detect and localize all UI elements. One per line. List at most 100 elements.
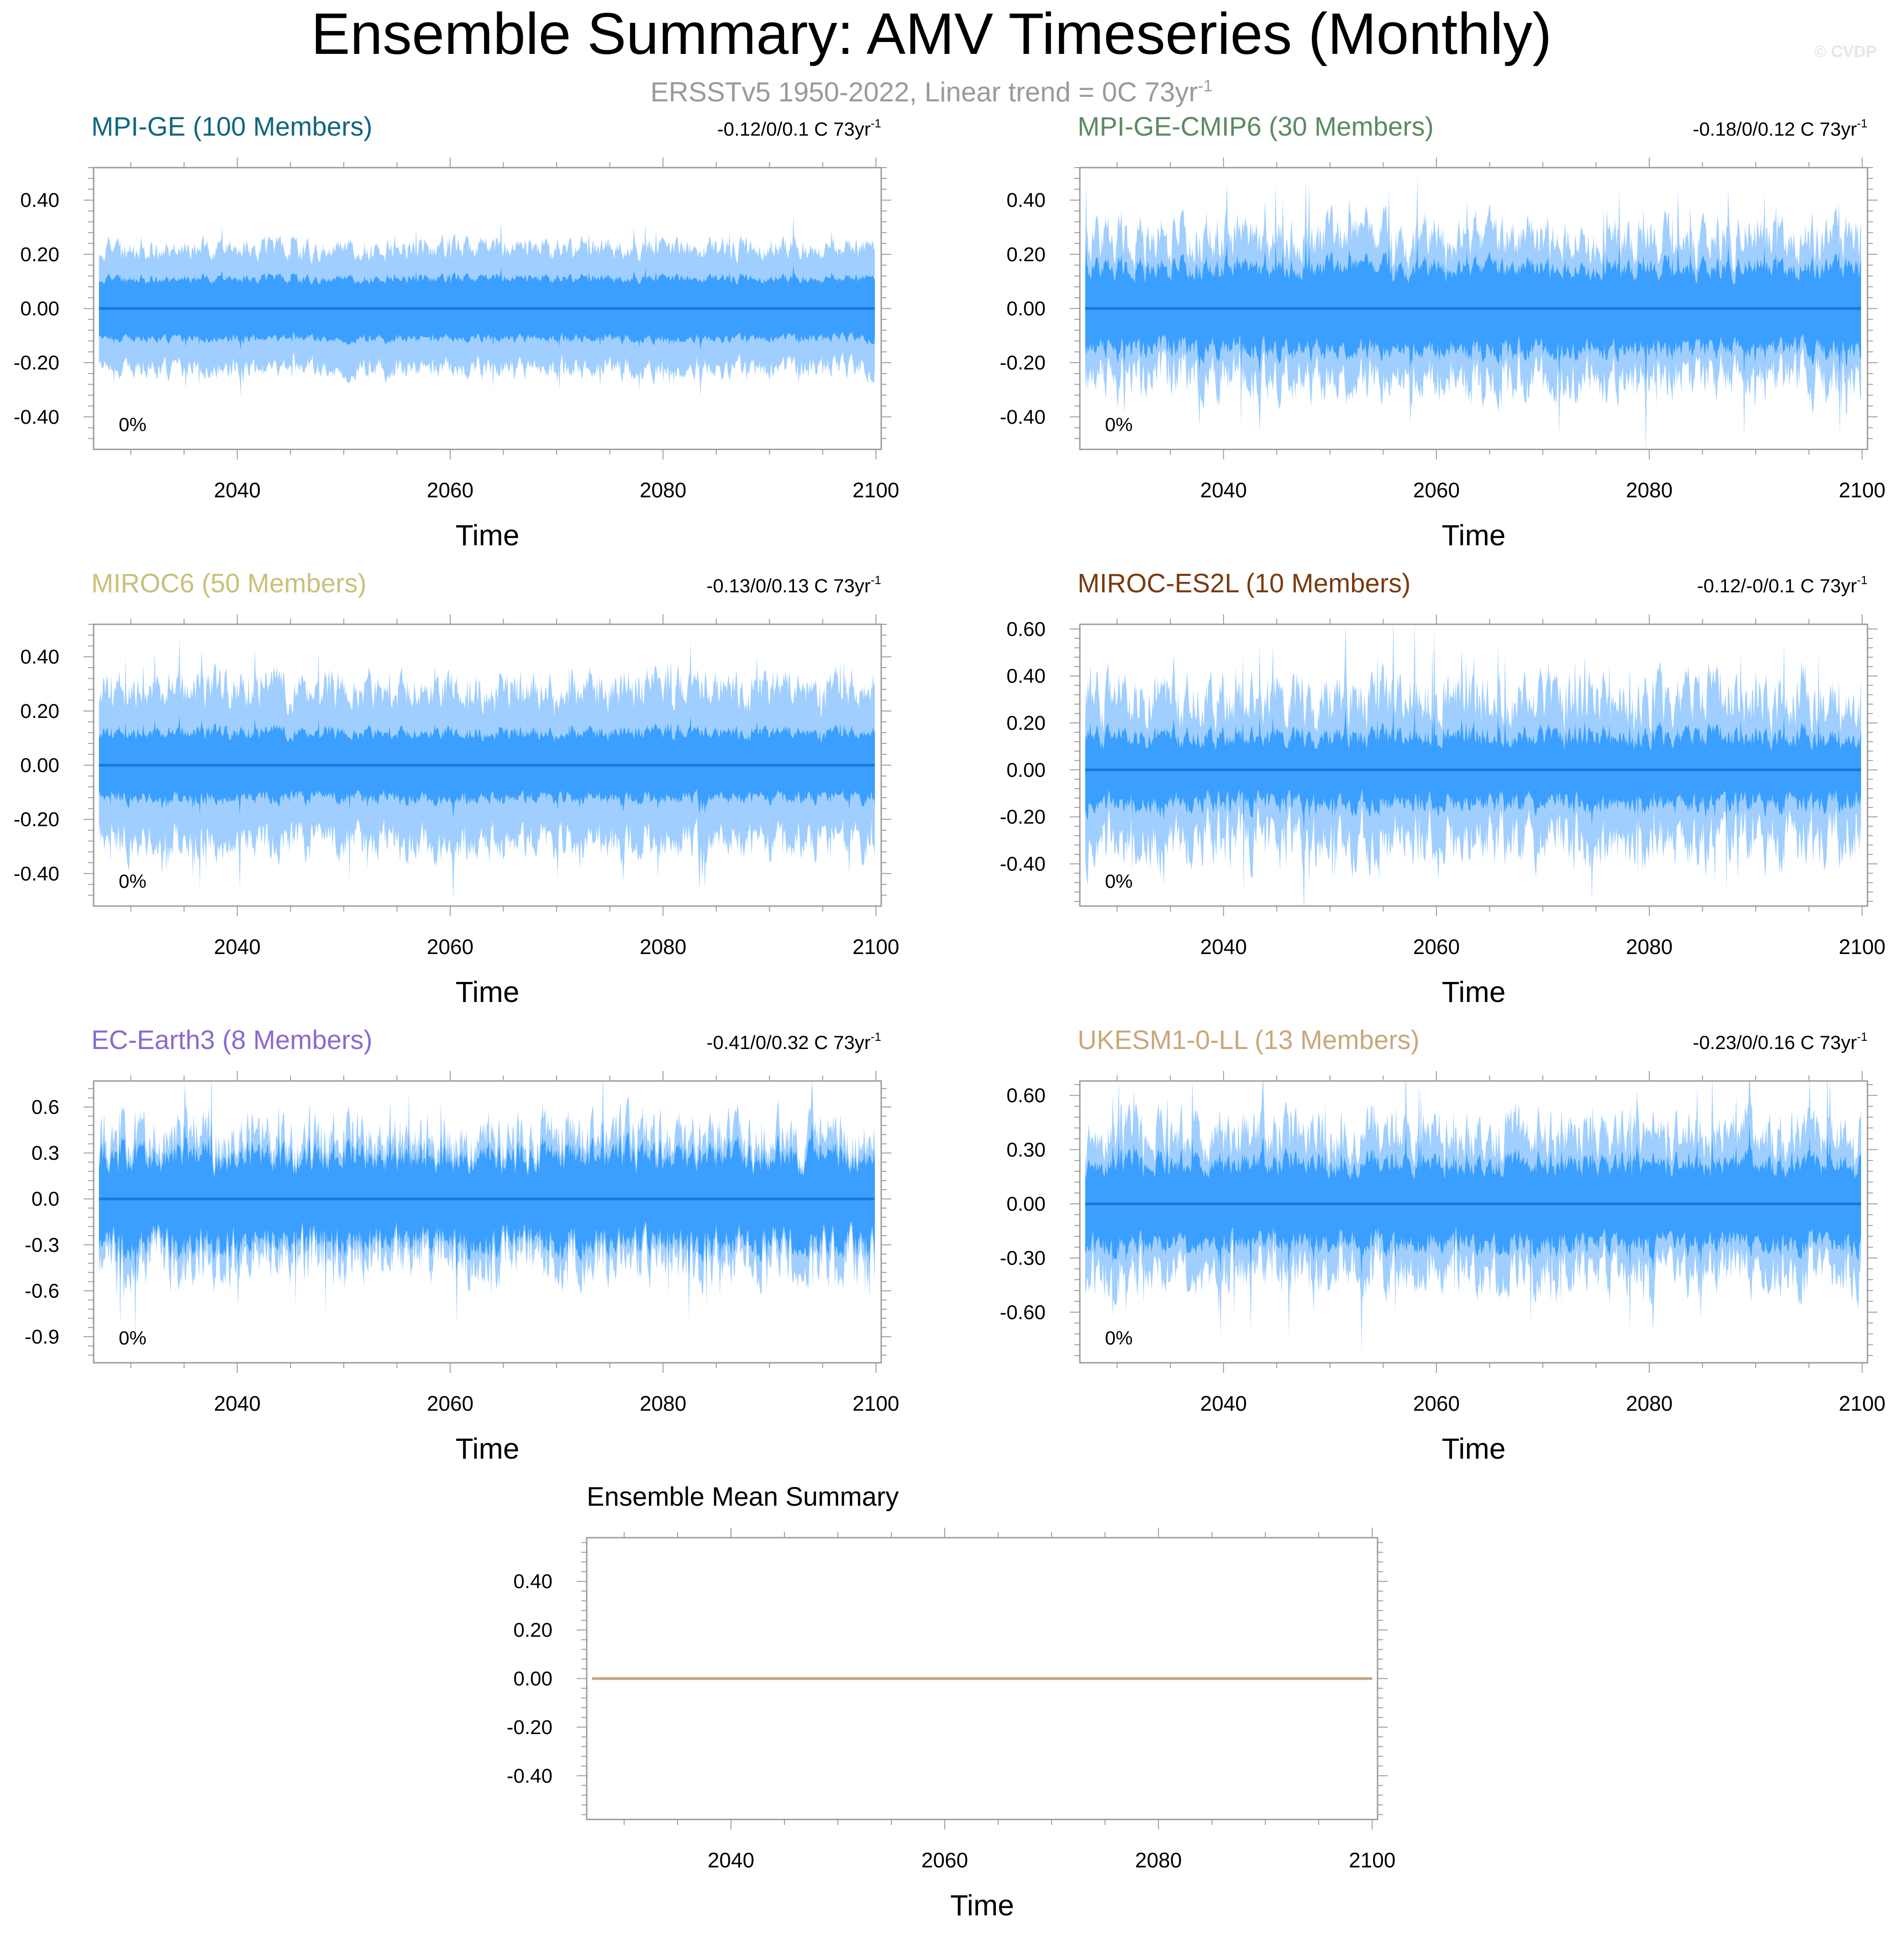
- percent-label: 0%: [119, 1327, 147, 1349]
- x-tick-label: 2100: [852, 1392, 899, 1415]
- trend-sup: -1: [1857, 116, 1867, 130]
- y-tick-label: -0.20: [1000, 806, 1046, 828]
- x-tick-label: 2040: [214, 1392, 261, 1415]
- plot-area: [99, 638, 875, 901]
- trend-label: -0.41/0/0.32 C 73yr-1: [706, 1030, 881, 1053]
- y-tick-label: 0.60: [1006, 1085, 1046, 1107]
- plot-frame: [1079, 1080, 1868, 1364]
- percent-label: 0%: [119, 870, 147, 892]
- x-tick-label: 2100: [1349, 1848, 1395, 1872]
- figure-title: Ensemble Summary: AMV Timeseries (Monthl…: [311, 1, 1552, 67]
- panels: MPI-GE (100 Members) -0.12/0/0.1 C 73yr-1…: [14, 112, 1886, 1922]
- panel-title: MIROC-ES2L (10 Members): [1078, 569, 1410, 598]
- panel-title: MPI-GE-CMIP6 (30 Members): [1078, 112, 1434, 142]
- y-tick-label: -0.40: [1000, 853, 1046, 875]
- plot-area: [1085, 176, 1862, 449]
- x-tick-label: 2100: [1839, 478, 1885, 502]
- y-tick-label: 0.00: [20, 298, 59, 320]
- y-tick-label: 0.30: [1006, 1139, 1046, 1161]
- x-tick-label: 2060: [1413, 478, 1460, 502]
- x-tick-label: 2060: [427, 935, 473, 959]
- x-tick-label: 2100: [852, 935, 899, 959]
- trend-text: -0.13/0/0.13 C 73yr: [706, 575, 871, 596]
- x-tick-label: 2060: [427, 1392, 473, 1415]
- x-tick-label: 2080: [640, 935, 686, 959]
- percent-label: 0%: [119, 414, 147, 435]
- x-tick-label: 2100: [852, 478, 899, 502]
- y-tick-label: 0.20: [1006, 712, 1046, 734]
- y-tick-label: -0.6: [25, 1280, 59, 1302]
- inner-spread-band: [99, 715, 875, 819]
- percent-label: 0%: [1105, 870, 1133, 892]
- y-tick-label: 0.40: [1006, 189, 1046, 211]
- x-tick-label: 2080: [640, 1392, 686, 1415]
- x-axis-label: Time: [456, 1432, 520, 1465]
- x-tick-label: 2040: [1200, 1392, 1247, 1415]
- x-tick-label: 2040: [214, 478, 261, 502]
- panel-4: MIROC-ES2L (10 Members) -0.12/-0/0.1 C 73…: [1000, 569, 1886, 1008]
- panel-7: Ensemble Mean Summary 0.40 0.20 0.00 -0.20 -0…: [507, 1482, 1396, 1922]
- x-axis-label: Time: [950, 1889, 1014, 1922]
- panel-1: MPI-GE (100 Members) -0.12/0/0.1 C 73yr-1…: [14, 112, 899, 552]
- x-axis-label: Time: [1442, 519, 1506, 552]
- y-tick-label: -0.20: [14, 352, 59, 374]
- x-tick-label: 2040: [708, 1848, 754, 1872]
- x-axis-label: Time: [1442, 975, 1506, 1008]
- trend-label: -0.12/0/0.1 C 73yr-1: [717, 116, 881, 140]
- y-tick-label: -0.60: [1000, 1301, 1046, 1323]
- x-tick-label: 2040: [1200, 935, 1247, 959]
- y-tick-label: 0.00: [513, 1668, 552, 1690]
- inner-spread-band: [99, 1117, 875, 1284]
- x-tick-label: 2060: [1413, 935, 1460, 959]
- y-tick-label: 0.00: [1006, 1193, 1046, 1215]
- y-tick-label: 0.40: [1006, 665, 1046, 687]
- x-axis-label: Time: [1442, 1432, 1506, 1465]
- y-tick-label: -0.20: [14, 808, 59, 831]
- trend-text: -0.18/0/0.12 C 73yr: [1693, 118, 1857, 140]
- y-tick-label: -0.40: [14, 406, 59, 428]
- trend-label: -0.23/0/0.16 C 73yr-1: [1693, 1030, 1867, 1053]
- y-tick-label: -0.40: [14, 863, 59, 885]
- x-tick-label: 2040: [214, 935, 261, 959]
- x-tick-label: 2080: [640, 478, 686, 502]
- y-tick-label: 0.00: [20, 754, 59, 777]
- plot-area: [99, 215, 875, 397]
- percent-label: 0%: [1105, 1327, 1133, 1349]
- y-tick-label: -0.40: [1000, 406, 1046, 428]
- x-axis-label: Time: [456, 519, 520, 552]
- x-tick-label: 2060: [1413, 1392, 1460, 1415]
- y-tick-label: 0.00: [1006, 759, 1046, 781]
- trend-label: -0.12/-0/0.1 C 73yr-1: [1697, 573, 1867, 596]
- panel-5: EC-Earth3 (8 Members) -0.41/0/0.32 C 73yr…: [25, 1025, 899, 1465]
- inner-spread-band: [1085, 239, 1861, 384]
- y-tick-label: 0.3: [32, 1142, 59, 1165]
- x-tick-label: 2100: [1839, 1392, 1885, 1415]
- trend-text: -0.12/-0/0.1 C 73yr: [1697, 575, 1857, 596]
- y-tick-label: 0.00: [1006, 298, 1046, 320]
- trend-sup: -1: [1857, 1030, 1867, 1044]
- trend-text: -0.12/0/0.1 C 73yr: [717, 118, 871, 140]
- y-tick-label: -0.3: [25, 1234, 59, 1256]
- panel-title: EC-Earth3 (8 Members): [91, 1025, 373, 1055]
- x-tick-label: 2060: [427, 478, 473, 502]
- y-tick-label: 0.20: [20, 700, 59, 722]
- plot-frame: [1079, 623, 1868, 907]
- inner-spread-band: [1085, 1123, 1861, 1281]
- x-tick-label: 2060: [921, 1848, 968, 1872]
- trend-sup: -1: [871, 573, 881, 587]
- x-tick-label: 2080: [1135, 1848, 1182, 1872]
- trend-text: -0.41/0/0.32 C 73yr: [706, 1032, 871, 1053]
- panel-6: UKESM1-0-LL (13 Members) -0.23/0/0.16 C 7…: [1000, 1025, 1886, 1465]
- watermark: © CVDP: [1814, 42, 1877, 61]
- x-tick-label: 2080: [1626, 1392, 1673, 1415]
- x-tick-label: 2080: [1626, 478, 1673, 502]
- percent-label: 0%: [1105, 414, 1133, 435]
- plot-area: [99, 1081, 875, 1335]
- y-tick-label: 0.20: [513, 1619, 552, 1641]
- panel-title: MIROC6 (50 Members): [91, 569, 367, 598]
- x-axis-label: Time: [456, 975, 520, 1008]
- y-tick-label: 0.60: [1006, 618, 1046, 640]
- trend-text: -0.23/0/0.16 C 73yr: [1693, 1032, 1857, 1053]
- panel-title: MPI-GE (100 Members): [91, 112, 373, 142]
